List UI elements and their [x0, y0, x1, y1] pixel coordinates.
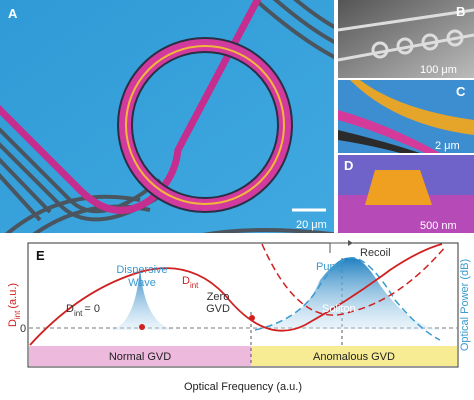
- panel-label: E: [36, 248, 45, 263]
- panel-a-image: [0, 0, 334, 233]
- zero-gvd-label: Zero GVD: [206, 291, 230, 315]
- y-right-label: Optical Power (dB): [459, 259, 471, 351]
- dispersive-wave-label: Dispersive Wave: [116, 264, 167, 289]
- dint-zero-label: Dint = 0: [66, 303, 100, 318]
- scale-bar-label: 500 nm: [420, 220, 457, 232]
- zero-tick-label: 0: [20, 323, 26, 335]
- panel-label: C: [456, 84, 466, 99]
- panel-d-waveguide: [365, 170, 432, 205]
- panel-label: B: [456, 4, 465, 19]
- scale-bar-label: 20 μm: [296, 219, 327, 231]
- normal-gvd-label: Normal GVD: [109, 351, 171, 363]
- scale-bar-label: 2 μm: [435, 140, 460, 152]
- pump-label: Pump: [316, 261, 345, 273]
- y-left-label: Dint(a.u.): [7, 283, 22, 327]
- dint-curve: [29, 243, 443, 346]
- dispersive-wave: [110, 268, 175, 330]
- anomalous-gvd-band: [251, 346, 457, 366]
- panel-b-rings: [337, 8, 474, 62]
- soliton-spectrum: [240, 257, 445, 330]
- scale-bar-label: 100 μm: [420, 64, 457, 76]
- panel-label: D: [344, 158, 353, 173]
- panel-c-ring: [350, 80, 474, 135]
- recoil-label: Recoil: [360, 247, 391, 259]
- x-axis-label: Optical Frequency (a.u.): [184, 381, 302, 393]
- dint-parabola: [261, 243, 447, 316]
- anomalous-gvd-label: Anomalous GVD: [313, 351, 395, 363]
- dint-label: Dint: [182, 275, 199, 290]
- panel-label: A: [8, 6, 18, 21]
- normal-gvd-band: [29, 346, 251, 366]
- soliton-label: Soliton: [322, 303, 356, 315]
